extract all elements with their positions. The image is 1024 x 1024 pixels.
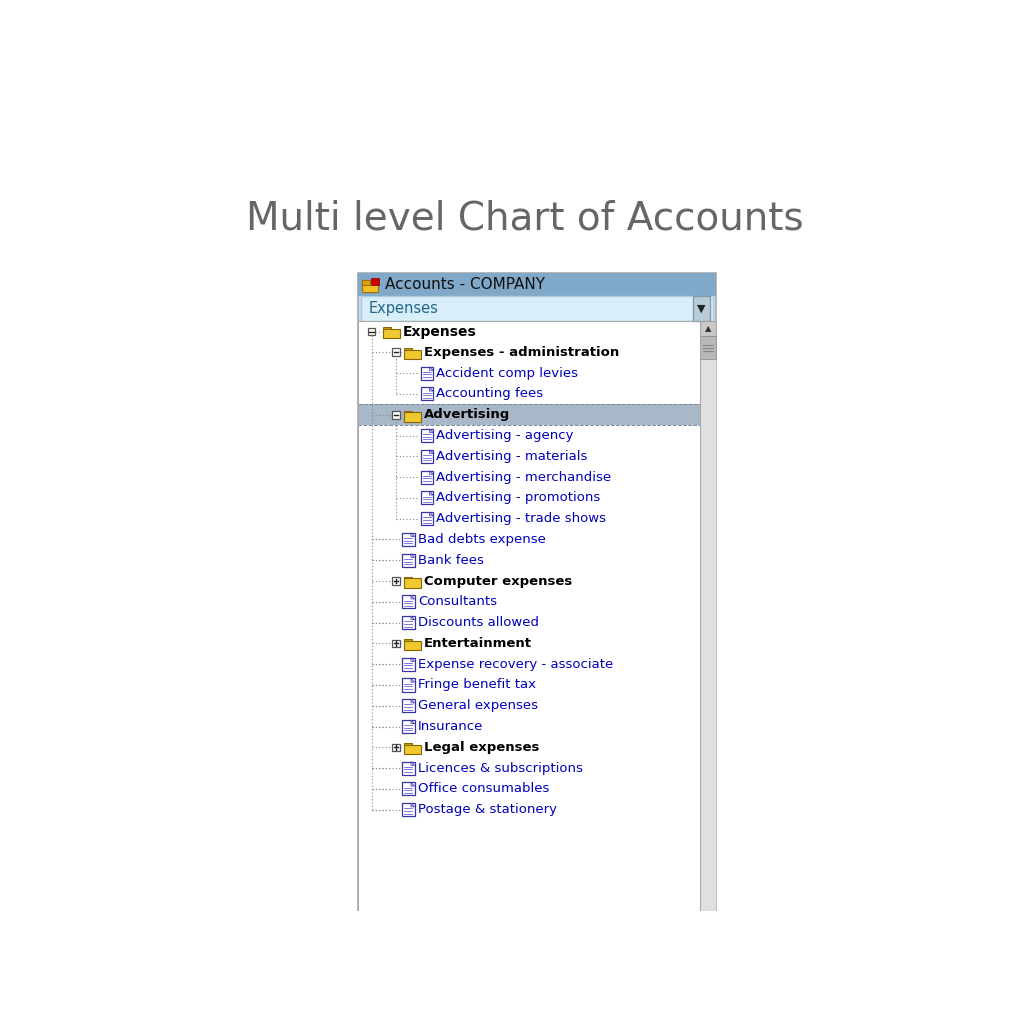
- Bar: [421, 512, 433, 525]
- Polygon shape: [429, 512, 433, 516]
- Text: Insurance: Insurance: [418, 720, 483, 733]
- Bar: [421, 367, 433, 380]
- Polygon shape: [411, 657, 415, 662]
- Text: Advertising - trade shows: Advertising - trade shows: [436, 512, 606, 525]
- Text: Entertainment: Entertainment: [424, 637, 531, 650]
- Bar: [421, 492, 433, 505]
- Polygon shape: [411, 720, 415, 724]
- Text: Discounts allowed: Discounts allowed: [418, 616, 539, 629]
- Bar: [402, 720, 415, 733]
- Bar: [403, 349, 421, 359]
- Polygon shape: [411, 595, 415, 599]
- Text: Licences & subscriptions: Licences & subscriptions: [418, 762, 583, 774]
- Text: Bad debts expense: Bad debts expense: [418, 532, 546, 546]
- Polygon shape: [411, 532, 415, 537]
- Bar: [402, 532, 415, 546]
- Bar: [403, 577, 412, 581]
- Bar: [392, 348, 400, 356]
- Bar: [402, 595, 415, 608]
- Polygon shape: [429, 471, 433, 474]
- Bar: [392, 743, 400, 752]
- Polygon shape: [429, 367, 433, 371]
- Bar: [403, 348, 412, 351]
- Bar: [403, 639, 412, 643]
- Bar: [403, 411, 412, 414]
- Text: Advertising - agency: Advertising - agency: [436, 429, 573, 442]
- Text: Multi level Chart of Accounts: Multi level Chart of Accounts: [246, 200, 804, 238]
- Bar: [383, 329, 400, 339]
- Bar: [402, 616, 415, 629]
- Text: General expenses: General expenses: [418, 699, 538, 713]
- Bar: [403, 744, 421, 755]
- Bar: [357, 404, 700, 425]
- Polygon shape: [429, 429, 433, 433]
- Text: Office consumables: Office consumables: [418, 782, 549, 796]
- Bar: [403, 412, 421, 422]
- Bar: [368, 328, 376, 336]
- Polygon shape: [429, 387, 433, 391]
- Bar: [692, 296, 710, 321]
- Text: Advertising - merchandise: Advertising - merchandise: [436, 471, 611, 483]
- Text: Expenses: Expenses: [369, 301, 438, 316]
- Text: Advertising: Advertising: [424, 409, 510, 421]
- Bar: [421, 387, 433, 400]
- Bar: [421, 450, 433, 463]
- Bar: [357, 321, 700, 912]
- Text: Fringe benefit tax: Fringe benefit tax: [418, 679, 536, 691]
- Text: Advertising - promotions: Advertising - promotions: [436, 492, 600, 505]
- Text: Computer expenses: Computer expenses: [424, 574, 572, 588]
- Text: ▲: ▲: [705, 324, 712, 333]
- Bar: [362, 280, 370, 285]
- Polygon shape: [411, 762, 415, 765]
- Bar: [403, 641, 421, 650]
- Polygon shape: [429, 450, 433, 454]
- Bar: [357, 273, 716, 912]
- Bar: [402, 554, 415, 567]
- Bar: [421, 471, 433, 483]
- Bar: [402, 762, 415, 775]
- Bar: [371, 278, 379, 286]
- Polygon shape: [411, 699, 415, 702]
- Text: Bank fees: Bank fees: [418, 554, 483, 566]
- Bar: [357, 273, 716, 296]
- Polygon shape: [411, 679, 415, 682]
- Text: Accident comp levies: Accident comp levies: [436, 367, 579, 380]
- Bar: [402, 782, 415, 796]
- Bar: [402, 657, 415, 671]
- Text: Accounting fees: Accounting fees: [436, 387, 544, 400]
- Text: Expense recovery - associate: Expense recovery - associate: [418, 657, 613, 671]
- Text: Expenses - administration: Expenses - administration: [424, 346, 620, 358]
- Polygon shape: [429, 492, 433, 495]
- Bar: [392, 640, 400, 647]
- Bar: [360, 296, 713, 321]
- Polygon shape: [411, 803, 415, 807]
- Bar: [421, 429, 433, 442]
- Bar: [402, 803, 415, 816]
- Bar: [357, 404, 700, 425]
- Text: ▼: ▼: [697, 303, 706, 313]
- Bar: [392, 411, 400, 419]
- Bar: [392, 578, 400, 585]
- Bar: [402, 679, 415, 691]
- Text: Postage & stationery: Postage & stationery: [418, 803, 557, 816]
- Text: Advertising - materials: Advertising - materials: [436, 450, 588, 463]
- Bar: [700, 321, 716, 912]
- Bar: [362, 282, 378, 292]
- Bar: [403, 579, 421, 588]
- Polygon shape: [411, 616, 415, 620]
- Bar: [403, 743, 412, 746]
- Bar: [700, 336, 716, 359]
- Text: Legal expenses: Legal expenses: [424, 740, 540, 754]
- Text: Consultants: Consultants: [418, 595, 497, 608]
- Bar: [383, 328, 391, 331]
- Text: Accounts - COMPANY: Accounts - COMPANY: [385, 278, 546, 292]
- Bar: [402, 699, 415, 713]
- Polygon shape: [411, 554, 415, 557]
- Text: Expenses: Expenses: [403, 325, 477, 339]
- Polygon shape: [411, 782, 415, 786]
- Bar: [357, 321, 700, 912]
- Bar: [700, 321, 716, 336]
